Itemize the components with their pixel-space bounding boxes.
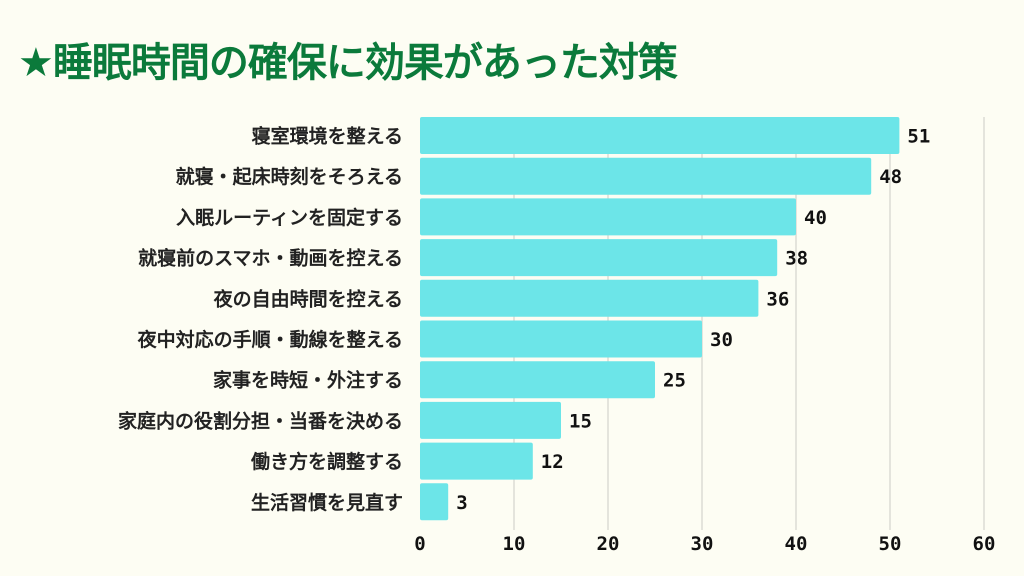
bar — [420, 157, 872, 195]
bar — [420, 401, 561, 439]
bar — [420, 320, 702, 358]
x-tick-label: 10 — [503, 533, 526, 555]
data-label: 40 — [804, 207, 827, 229]
bar — [420, 239, 778, 277]
bar — [420, 117, 900, 154]
x-tick-label: 0 — [414, 533, 425, 555]
bar — [420, 361, 655, 399]
x-tick-label: 60 — [973, 533, 996, 555]
category-label: 入眠ルーティンを固定する — [176, 206, 403, 229]
x-tick-label: 20 — [597, 533, 620, 555]
category-label: 生活習慣を見直す — [251, 491, 403, 514]
chart-title: ★睡眠時間の確保に効果があった対策 — [18, 40, 678, 86]
data-label: 30 — [710, 329, 733, 351]
data-label: 38 — [785, 248, 808, 270]
category-label: 夜中対応の手順・動線を整える — [137, 328, 403, 351]
bar — [420, 483, 449, 521]
x-tick-label: 50 — [879, 533, 902, 555]
bar — [420, 198, 796, 236]
category-label: 夜の自由時間を控える — [213, 287, 403, 310]
data-label: 12 — [541, 451, 564, 473]
category-label: 働き方を調整する — [250, 450, 403, 473]
x-tick-label: 40 — [785, 533, 808, 555]
bar — [420, 442, 533, 480]
category-label: 就寝前のスマホ・動画を控える — [138, 247, 403, 270]
bar — [420, 279, 759, 317]
data-label: 51 — [907, 126, 930, 148]
category-label: 家庭内の役割分担・当番を決める — [118, 409, 403, 432]
category-label: 寝室環境を整える — [252, 125, 403, 148]
data-label: 36 — [766, 288, 789, 310]
category-label: 家事を時短・外注する — [213, 369, 403, 392]
data-label: 25 — [663, 370, 686, 392]
data-label: 3 — [456, 492, 467, 514]
category-label: 就寝・起床時刻をそろえる — [176, 165, 403, 188]
x-tick-label: 30 — [691, 533, 714, 555]
data-label: 15 — [569, 410, 592, 432]
data-label: 48 — [879, 166, 902, 188]
